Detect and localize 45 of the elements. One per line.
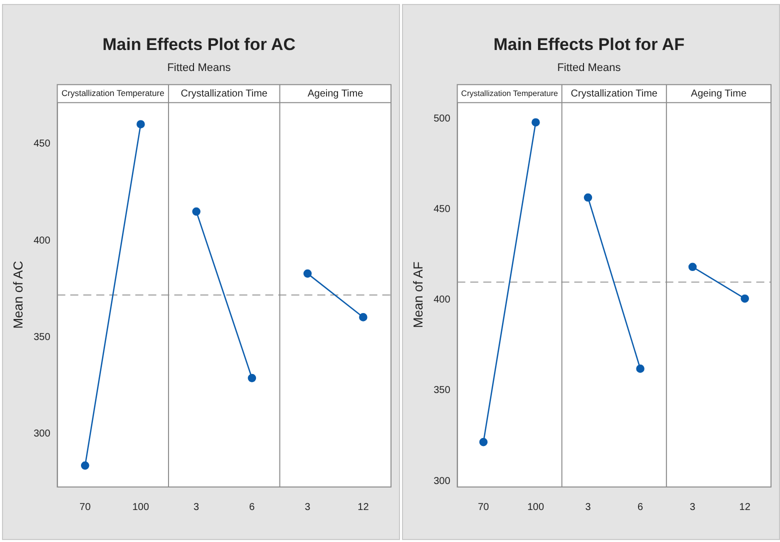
point	[584, 193, 592, 202]
chart-title: Main Effects Plot for AC	[102, 34, 296, 54]
y-tick-label: 300	[434, 476, 451, 487]
y-axis-title: Mean of AF	[410, 262, 426, 328]
text: Crystallization Time	[570, 88, 658, 100]
y-tick-label: 350	[434, 385, 451, 396]
text: Ageing Time	[308, 88, 364, 100]
chart-subtitle: Fitted Means	[557, 62, 622, 74]
point	[532, 118, 540, 126]
text: Crystallization Temperature	[461, 88, 559, 98]
point	[303, 269, 312, 278]
point	[192, 207, 200, 216]
x-tick-label: 6	[249, 502, 256, 513]
x-tick-label: 100	[132, 502, 150, 513]
point	[136, 120, 145, 128]
point	[248, 374, 256, 382]
y-tick-label: 400	[434, 294, 451, 306]
y-tick-label: 450	[34, 138, 51, 150]
x-tick-label: 100	[527, 502, 544, 513]
point	[479, 438, 488, 446]
x-tick-label: 3	[585, 502, 592, 513]
chart-subtitle: Fitted Means	[167, 62, 232, 74]
x-tick-label: 12	[358, 502, 370, 513]
y-tick-label: 300	[34, 428, 51, 440]
text: Crystallization Temperature	[61, 88, 165, 98]
y-axis-title: Mean of AC	[10, 260, 26, 329]
y-tick-label: 450	[434, 204, 451, 216]
chart-title: Main Effects Plot for AF	[493, 34, 685, 54]
point	[688, 262, 697, 272]
x-tick-label: 3	[194, 502, 200, 513]
x-tick-label: 70	[80, 502, 92, 513]
point	[359, 313, 368, 322]
x-tick-label: 6	[638, 502, 644, 513]
x-tick-label: 3	[304, 502, 311, 513]
y-tick-label: 350	[34, 332, 51, 343]
y-tick-label: 400	[34, 235, 51, 246]
y-tick-label: 500	[434, 113, 451, 124]
x-tick-label: 3	[690, 502, 696, 513]
point	[80, 461, 90, 470]
text: Ageing Time	[690, 88, 747, 100]
point	[636, 364, 644, 373]
point	[740, 294, 750, 303]
x-tick-label: 70	[478, 502, 490, 513]
x-tick-label: 12	[739, 502, 751, 513]
text: Crystallization Time	[180, 88, 268, 100]
